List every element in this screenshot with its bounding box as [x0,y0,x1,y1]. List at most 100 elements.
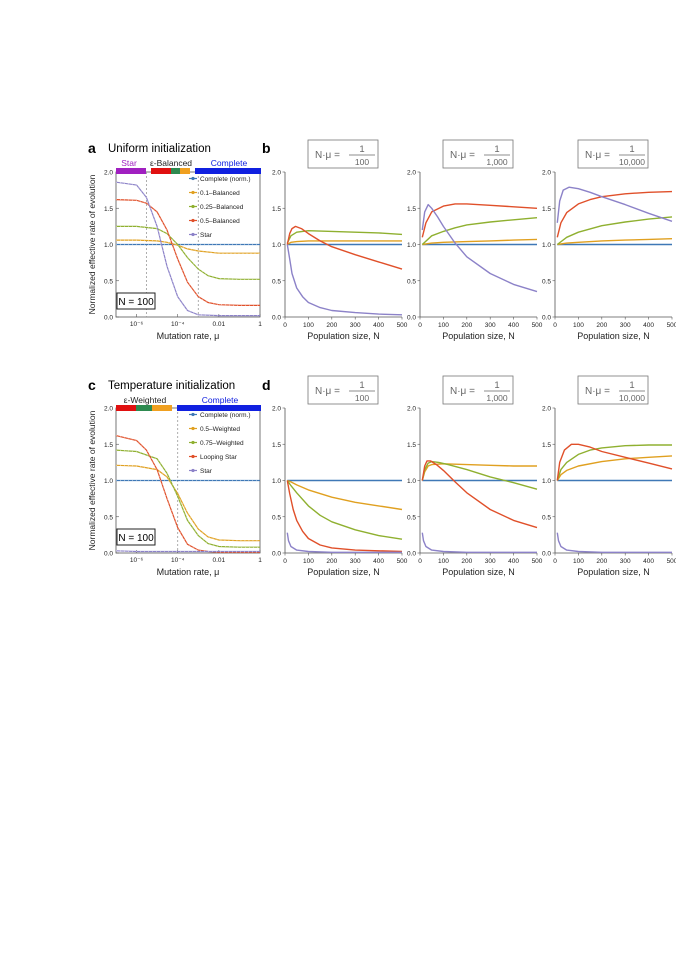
series-line-2 [556,216,673,246]
y-tick-label: 1.0 [104,478,113,485]
series-line-4 [286,532,402,553]
x-tick-label: 500 [667,322,676,329]
x-axis-label: Mutation rate, μ [157,567,220,577]
series-line-3 [556,443,673,481]
y-tick-label: 2.0 [104,406,113,413]
x-tick-label: 400 [373,558,384,565]
annotation-weighted-label: ε-Weighted [124,395,167,405]
right-plot-d2: 0.0 0.5 1.0 1.5 2.0 0 100 200 300 400 500 Populatio… [407,375,543,577]
x-tick-label: 400 [643,322,654,329]
n-mu-box [442,375,514,405]
y-tick-label: 0.5 [104,278,113,285]
legend-marker [191,468,195,473]
y-tick-label: 2.0 [407,406,416,413]
n-mu-numerator: 1 [494,144,499,155]
x-axis-label: Population size, N [442,567,515,577]
y-tick-label: 0.0 [272,551,281,558]
annotation-bar-complete-2 [177,405,261,411]
series-line-3 [115,199,260,306]
y-tick-label: 0.5 [272,278,281,285]
n-mu-box [577,139,649,169]
series-line-1 [556,455,673,481]
n-mu-box [577,375,649,405]
y-tick-label: 0.0 [104,315,113,322]
series-line-1 [116,239,260,254]
x-tick-label: 0 [553,558,557,565]
annotation-star-label: Star [121,158,137,168]
legend-marker [191,176,195,181]
right-plot-d3: 0.0 0.5 1.0 1.5 2.0 0 100 200 300 400 500 Populatio… [542,375,676,577]
panel-letter-c: c [88,377,96,393]
legend-label: Complete (norm.) [200,176,251,183]
x-tick-label: 0 [418,558,422,565]
n-mu-prefix: N·μ = [315,386,340,397]
legend-marker [191,218,195,223]
right-plot-b3: 0.0 0.5 1.0 1.5 2.0 0 100 200 300 400 500 Populatio… [542,139,676,341]
n-mu-box [442,139,514,169]
annotation-bar-star [116,168,146,174]
n-mu-denominator: 10,000 [619,157,645,167]
legend-label: Star [200,468,213,475]
x-tick-label: 300 [485,558,496,565]
y-tick-label: 0.5 [542,278,551,285]
n-mu-numerator: 1 [359,380,364,391]
right-plot-d1: 0.0 0.5 1.0 1.5 2.0 0 100 200 300 400 500 Populatio… [272,375,408,577]
n-mu-denominator: 10,000 [619,393,645,403]
n-mu-denominator: 100 [355,393,369,403]
x-tick-label: 400 [373,322,384,329]
x-tick-label: 300 [350,322,361,329]
annotation-bar-weighted-green [136,405,152,411]
x-tick-label: 500 [532,558,543,565]
annotation-complete-label-2: Complete [202,395,239,405]
x-tick-label: 10⁻⁴ [171,321,185,328]
series-line-2 [421,217,538,246]
x-tick-label: 200 [461,558,472,565]
legend-label: 0.1–Balanced [200,190,240,197]
x-tick-label: 10⁻⁶ [130,557,144,564]
x-tick-label: 1 [258,321,262,328]
y-tick-label: 0.0 [542,551,551,558]
y-tick-label: 1.0 [104,242,113,249]
x-tick-label: 100 [303,322,314,329]
n-label-c: N = 100 [118,533,154,544]
series-line-4 [421,532,537,553]
x-tick-label: 300 [350,558,361,565]
y-tick-label: 0.0 [272,315,281,322]
x-tick-label: 0 [283,558,287,565]
series-line-4 [286,244,403,316]
series-line-1 [422,238,538,246]
series-line-2 [286,480,403,540]
y-tick-label: 2.0 [542,406,551,413]
series-dots-3 [115,435,260,553]
x-tick-label: 100 [438,558,449,565]
y-tick-label: 0.0 [104,551,113,558]
x-axis-label: Population size, N [442,331,515,341]
y-tick-label: 1.5 [407,442,416,449]
annotation-balanced-label: ε-Balanced [150,158,192,168]
x-tick-label: 10⁻⁴ [171,557,185,564]
y-tick-label: 1.0 [542,242,551,249]
series-line-1 [115,464,260,542]
legend-marker [191,412,195,417]
series-line-3 [421,460,538,529]
y-tick-label: 0.0 [407,551,416,558]
legend-label: 0.25–Balanced [200,204,244,211]
y-tick-label: 1.5 [272,206,281,213]
n-mu-prefix: N·μ = [450,386,475,397]
x-tick-label: 0.01 [213,557,226,564]
y-tick-label: 1.0 [272,242,281,249]
annotation-bar-weighted-red [116,405,136,411]
x-tick-label: 400 [643,558,654,565]
x-tick-label: 1 [258,557,262,564]
y-tick-label: 2.0 [272,170,281,177]
series-line-3 [286,225,403,270]
y-tick-label: 1.5 [104,206,113,213]
panel-title-c: Temperature initialization [108,380,235,392]
x-tick-label: 200 [461,322,472,329]
n-mu-numerator: 1 [629,144,634,155]
legend-label: Complete (norm.) [200,412,251,419]
y-tick-label: 1.5 [542,206,551,213]
legend-marker [191,190,195,195]
x-tick-label: 100 [573,322,584,329]
